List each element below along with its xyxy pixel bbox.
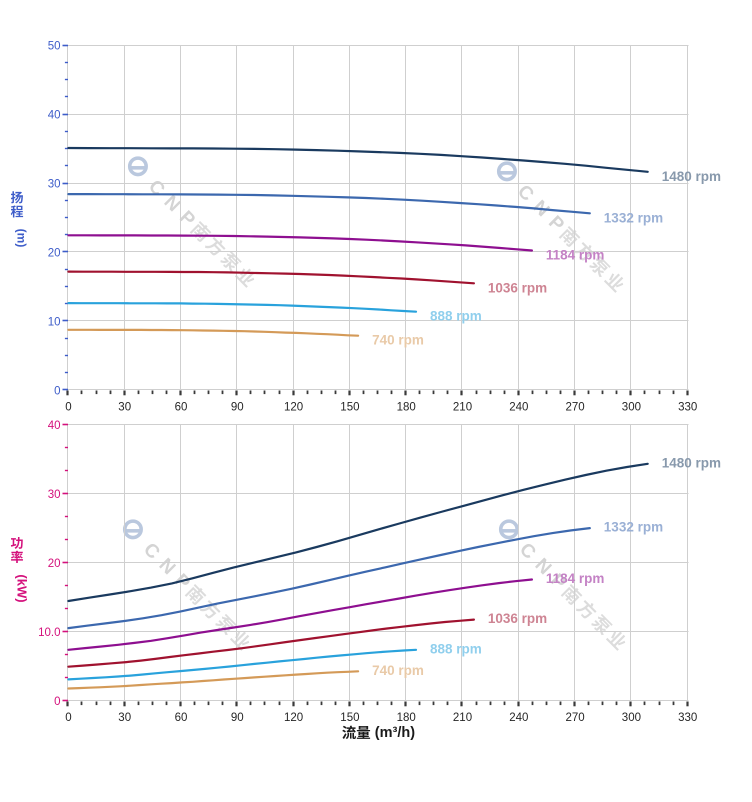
svg-text:150: 150 <box>340 402 359 414</box>
svg-text:1332 rpm: 1332 rpm <box>604 520 663 535</box>
svg-text:180: 180 <box>397 402 416 414</box>
svg-text:40: 40 <box>48 420 61 432</box>
svg-text:740 rpm: 740 rpm <box>372 333 424 348</box>
svg-text:120: 120 <box>284 402 303 414</box>
svg-text:150: 150 <box>340 712 359 724</box>
svg-text:30: 30 <box>118 402 131 414</box>
svg-text:60: 60 <box>175 712 188 724</box>
svg-text:888 rpm: 888 rpm <box>430 309 482 324</box>
svg-text:90: 90 <box>231 712 244 724</box>
svg-text:(m): (m) <box>15 229 29 248</box>
svg-text:20: 20 <box>48 248 61 260</box>
svg-text:270: 270 <box>566 402 585 414</box>
svg-text:30: 30 <box>48 179 61 191</box>
svg-text:888 rpm: 888 rpm <box>430 641 482 656</box>
svg-text:210: 210 <box>453 712 472 724</box>
svg-text:330: 330 <box>678 402 697 414</box>
svg-text:1480 rpm: 1480 rpm <box>662 169 721 184</box>
svg-text:(m³/h): (m³/h) <box>375 725 415 741</box>
svg-text:180: 180 <box>397 712 416 724</box>
svg-text:1332 rpm: 1332 rpm <box>604 210 663 225</box>
svg-text:0: 0 <box>65 402 71 414</box>
svg-text:0: 0 <box>54 385 60 397</box>
svg-text:240: 240 <box>509 712 528 724</box>
svg-text:330: 330 <box>678 712 697 724</box>
svg-text:30: 30 <box>48 489 61 501</box>
svg-text:10: 10 <box>48 316 61 328</box>
svg-text:210: 210 <box>453 402 472 414</box>
svg-text:60: 60 <box>175 402 188 414</box>
svg-text:30: 30 <box>118 712 131 724</box>
svg-text:300: 300 <box>622 712 641 724</box>
svg-text:50: 50 <box>48 41 61 53</box>
svg-text:20: 20 <box>48 558 61 570</box>
svg-text:1480 rpm: 1480 rpm <box>662 455 721 470</box>
svg-text:10.0: 10.0 <box>38 627 60 639</box>
svg-text:300: 300 <box>622 402 641 414</box>
svg-text:90: 90 <box>231 402 244 414</box>
svg-text:1036 rpm: 1036 rpm <box>488 280 547 295</box>
svg-text:1036 rpm: 1036 rpm <box>488 611 547 626</box>
svg-text:40: 40 <box>48 110 61 122</box>
svg-text:1184 rpm: 1184 rpm <box>546 571 605 586</box>
svg-text:(kW): (kW) <box>15 574 30 602</box>
svg-text:120: 120 <box>284 712 303 724</box>
svg-text:270: 270 <box>566 712 585 724</box>
svg-text:0: 0 <box>54 696 60 708</box>
svg-text:0: 0 <box>65 712 71 724</box>
svg-text:1184 rpm: 1184 rpm <box>546 248 605 263</box>
svg-text:240: 240 <box>509 402 528 414</box>
svg-text:740 rpm: 740 rpm <box>372 663 424 678</box>
